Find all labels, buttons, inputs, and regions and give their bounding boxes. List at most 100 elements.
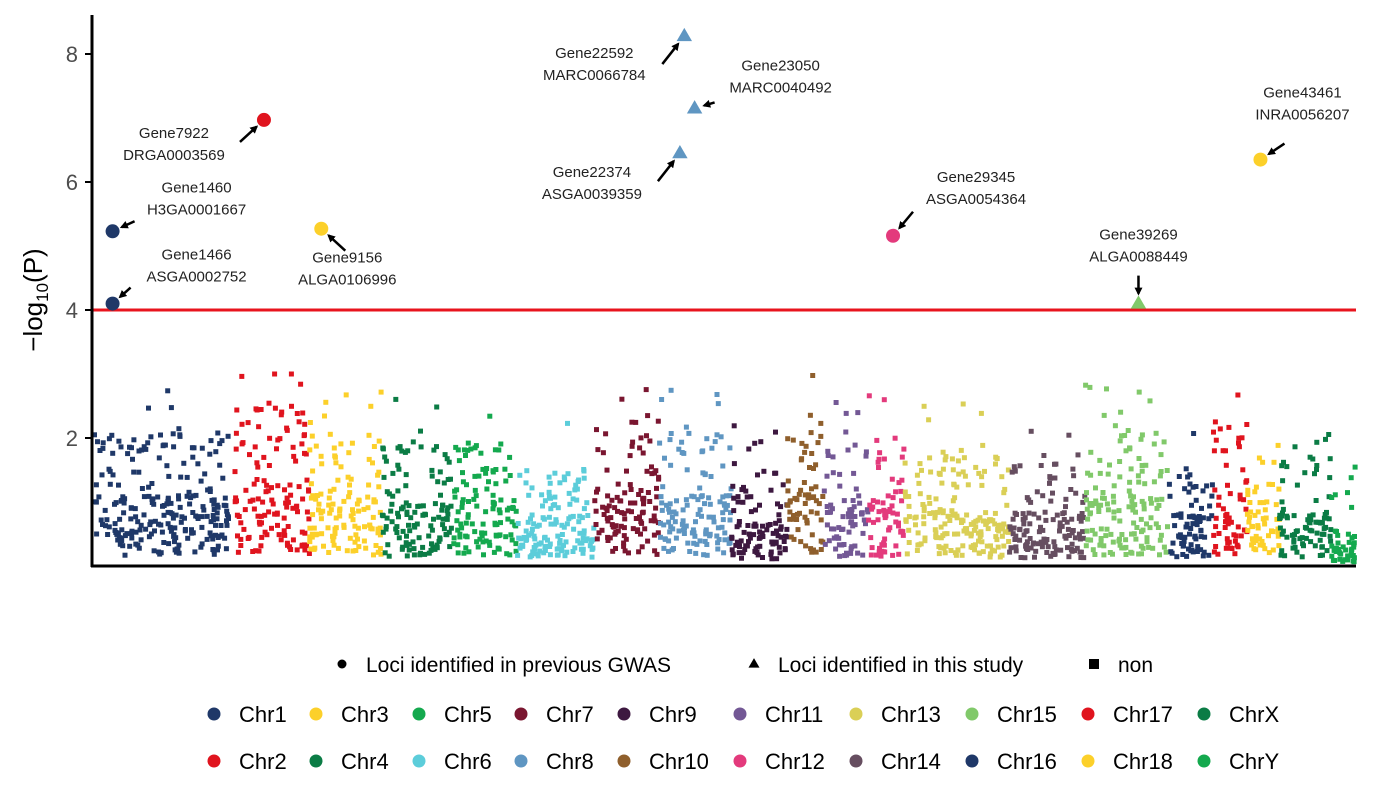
point	[107, 481, 113, 487]
point	[1098, 536, 1104, 541]
point	[1345, 554, 1351, 559]
point	[667, 437, 673, 443]
point	[332, 526, 338, 532]
point	[429, 527, 435, 533]
chromosome-points-chr2	[232, 371, 312, 556]
point	[753, 507, 758, 513]
shape-legend-key-square	[1089, 659, 1099, 669]
annotation-snp-label: DRGA0003569	[123, 147, 225, 164]
point	[285, 499, 291, 505]
point	[453, 444, 459, 450]
point	[509, 537, 515, 543]
point	[825, 448, 831, 454]
point	[207, 451, 213, 457]
point	[211, 551, 217, 557]
point	[716, 537, 722, 542]
point	[1191, 431, 1197, 436]
point	[141, 512, 147, 518]
point	[116, 438, 122, 444]
point	[847, 507, 853, 513]
point	[1002, 486, 1008, 492]
point	[1337, 556, 1343, 562]
point	[382, 550, 388, 556]
legend-label-chr16: Chr16	[997, 749, 1057, 774]
point	[397, 444, 403, 450]
point	[1237, 496, 1243, 502]
point	[654, 551, 660, 557]
point	[460, 497, 466, 503]
point	[807, 412, 813, 418]
point	[594, 536, 600, 542]
point	[1309, 528, 1315, 534]
point	[1249, 536, 1255, 542]
point	[143, 526, 149, 532]
point	[396, 466, 402, 472]
point	[172, 539, 177, 545]
point	[400, 528, 406, 534]
point	[122, 552, 128, 558]
point	[694, 541, 700, 547]
point	[1183, 466, 1189, 472]
point	[403, 472, 409, 478]
point	[1111, 483, 1117, 489]
point	[811, 466, 816, 471]
point	[659, 397, 665, 402]
point	[1023, 542, 1029, 548]
point	[399, 546, 405, 552]
point	[871, 519, 876, 525]
point	[363, 545, 369, 551]
point	[1276, 486, 1282, 492]
point	[1171, 513, 1177, 519]
point	[402, 449, 408, 455]
point	[947, 518, 953, 523]
point	[868, 552, 874, 558]
point	[492, 447, 498, 453]
point	[93, 499, 99, 505]
point	[1195, 544, 1201, 550]
point	[1078, 549, 1084, 555]
point	[639, 520, 645, 526]
point	[783, 533, 788, 539]
point	[1229, 546, 1235, 551]
point	[503, 478, 509, 484]
point	[1013, 533, 1019, 539]
point	[289, 403, 294, 409]
annotation-arrow	[239, 125, 259, 143]
point	[1201, 549, 1207, 555]
annotation-snp-label: ASGA0002752	[147, 269, 247, 286]
point	[1317, 537, 1323, 543]
point	[680, 527, 686, 533]
point	[904, 551, 910, 557]
point	[256, 424, 262, 430]
point	[1138, 516, 1144, 522]
shape-legend-label: non	[1118, 654, 1153, 677]
point	[1044, 550, 1050, 555]
point	[659, 500, 665, 506]
point	[775, 533, 781, 539]
point	[184, 493, 190, 499]
point	[1087, 384, 1093, 390]
point	[604, 515, 610, 521]
point	[242, 507, 248, 513]
point	[603, 431, 609, 437]
point	[476, 473, 482, 479]
point	[736, 522, 742, 528]
point	[1123, 552, 1129, 557]
point	[593, 508, 599, 514]
point	[1223, 545, 1229, 551]
point	[567, 501, 573, 507]
point	[992, 548, 997, 554]
point	[152, 528, 157, 534]
point	[429, 541, 434, 547]
point	[1108, 531, 1114, 537]
point	[815, 440, 821, 446]
point	[609, 497, 615, 503]
point	[950, 498, 956, 504]
point	[552, 521, 558, 527]
point	[1349, 504, 1355, 510]
point	[1027, 536, 1033, 541]
point	[697, 538, 703, 544]
point	[632, 500, 638, 506]
point	[873, 552, 879, 558]
